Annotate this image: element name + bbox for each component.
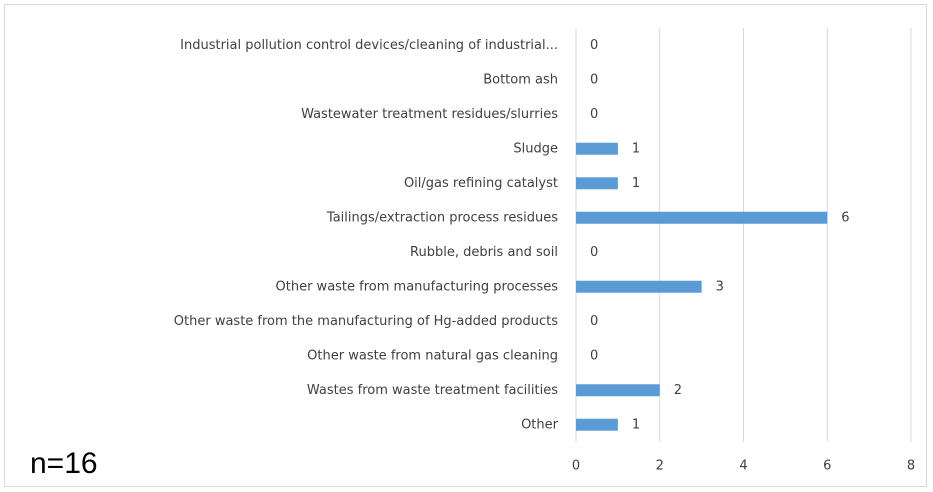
data-label: 6 <box>841 210 849 225</box>
x-tick-label: 8 <box>907 459 915 474</box>
y-tick-label: Tailings/extraction process residues <box>326 210 558 225</box>
data-label: 3 <box>716 279 724 294</box>
data-label: 0 <box>590 348 598 363</box>
bar <box>576 211 828 224</box>
x-tick-label: 4 <box>739 459 747 474</box>
data-label: 1 <box>632 176 640 191</box>
y-tick-label: Other waste from manufacturing processes <box>276 279 559 294</box>
x-tick-label: 6 <box>823 459 831 474</box>
y-tick-label: Industrial pollution control devices/cle… <box>180 38 558 53</box>
y-tick-label: Other <box>521 417 559 432</box>
data-label: 0 <box>590 107 598 122</box>
annotation: n=16 <box>30 447 98 480</box>
y-tick-label: Other waste from the manufacturing of Hg… <box>174 314 558 329</box>
data-label: 0 <box>590 314 598 329</box>
y-tick-label: Oil/gas refining catalyst <box>404 176 558 191</box>
y-tick-label: Wastewater treatment residues/slurries <box>301 107 558 122</box>
bar <box>576 384 660 397</box>
data-label: 1 <box>632 417 640 432</box>
y-tick-label: Other waste from natural gas cleaning <box>307 348 558 363</box>
data-label: 0 <box>590 245 598 260</box>
y-tick-label: Bottom ash <box>483 72 558 87</box>
data-label: 0 <box>590 72 598 87</box>
y-tick-label: Rubble, debris and soil <box>410 245 558 260</box>
bar <box>576 177 618 190</box>
data-label: 0 <box>590 38 598 53</box>
x-tick-label: 0 <box>572 459 580 474</box>
y-tick-label: Wastes from waste treatment facilities <box>307 383 558 398</box>
bar <box>576 418 618 431</box>
data-label: 1 <box>632 141 640 156</box>
x-tick-label: 2 <box>656 459 664 474</box>
chart-border <box>4 4 927 487</box>
y-tick-label: Sludge <box>513 141 558 156</box>
data-label: 2 <box>674 383 682 398</box>
bar <box>576 142 618 155</box>
bar <box>576 280 702 293</box>
